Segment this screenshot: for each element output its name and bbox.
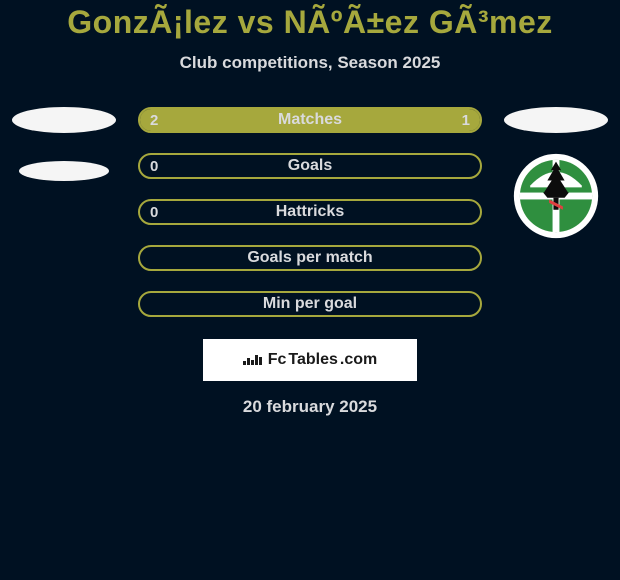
bar-label: Goals [288,157,332,175]
brand-icon-bar [243,361,246,365]
bar-label: Matches [278,111,342,129]
content-row: 2 1 Matches 0 Goals 0 Hattricks Goals per match… [0,107,620,317]
bar-label: Min per goal [263,295,357,313]
stat-bars: 2 1 Matches 0 Goals 0 Hattricks Goals per match… [138,107,482,317]
stat-bar: 0 Hattricks [138,199,482,225]
club-logo-placeholder [19,161,109,181]
timbers-logo-icon [513,153,599,239]
right-badges [500,107,612,242]
player-photo-placeholder [12,107,116,133]
brand-icon-bar [247,358,250,365]
bar-value-left: 2 [150,112,158,129]
bar-value-right: 1 [462,112,470,129]
bar-value-left: 0 [150,204,158,221]
fctables-chart-icon [243,355,262,365]
brand-text-fc: Fc [268,351,287,369]
snapshot-date: 20 february 2025 [0,397,620,417]
subtitle: Club competitions, Season 2025 [0,53,620,73]
stat-bar: 2 1 Matches [138,107,482,133]
bar-label: Hattricks [276,203,344,221]
bar-value-left: 0 [150,158,158,175]
left-badges [8,107,120,181]
brand-text-dotcom: .com [340,351,377,369]
brand-box: FcTables.com [203,339,417,381]
brand-icon-bar [251,360,254,365]
stat-bar: Goals per match [138,245,482,271]
brand-text-tables: Tables [288,351,338,369]
brand-icon-bar [259,357,262,365]
brand-icon-bar [255,355,258,365]
stat-bar: Min per goal [138,291,482,317]
club-logo-timbers [513,153,599,242]
bar-label: Goals per match [247,249,372,267]
page-title: GonzÃ¡lez vs NÃºÃ±ez GÃ³mez [0,0,620,41]
comparison-card: GonzÃ¡lez vs NÃºÃ±ez GÃ³mez Club competi… [0,0,620,580]
player-photo-placeholder [504,107,608,133]
stat-bar: 0 Goals [138,153,482,179]
